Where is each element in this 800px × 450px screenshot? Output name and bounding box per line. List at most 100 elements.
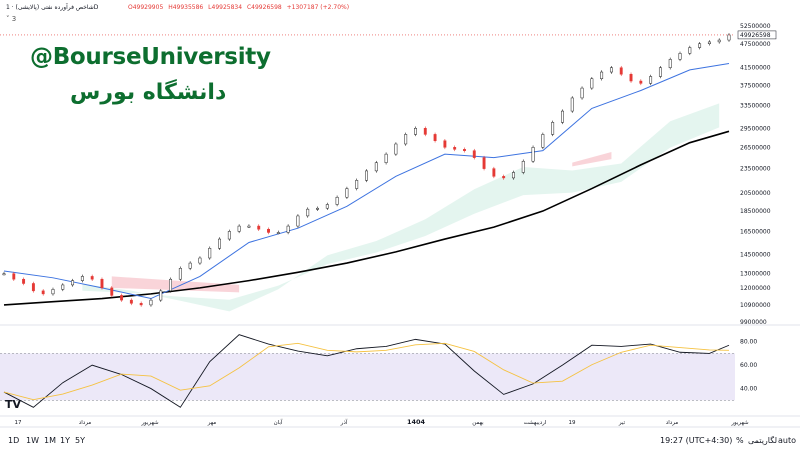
candle: [433, 134, 437, 141]
time-tick-label: 17: [15, 420, 22, 426]
candle: [668, 59, 672, 68]
price-tick-label: 52500000: [740, 23, 771, 30]
clock[interactable]: 19:27 (UTC+4:30): [660, 436, 733, 445]
candle: [71, 280, 75, 286]
candle: [286, 225, 290, 233]
candle: [237, 225, 241, 232]
candle: [365, 170, 368, 181]
rsi-line: [3, 334, 730, 408]
indicators-toggle[interactable]: ˅ 3: [6, 15, 17, 23]
watermark-name: دانشگاه بورس: [70, 80, 227, 105]
candle: [570, 97, 574, 112]
candle: [345, 188, 349, 198]
rsi-tick-label: 80.00: [740, 339, 757, 346]
candle: [31, 283, 35, 292]
candle: [276, 232, 280, 234]
symbol-title[interactable]: شاخص فرآورده نفتی (پالایشی) · 1D: [6, 4, 99, 11]
price-tick-label: 9900000: [740, 319, 767, 326]
candle: [335, 196, 339, 205]
candle: [590, 78, 594, 89]
candle: [169, 278, 173, 292]
candle: [100, 278, 104, 289]
last-price-badge: [737, 30, 777, 40]
log-toggle[interactable]: لگاریتمی: [748, 436, 778, 445]
candle: [208, 248, 212, 259]
price-tick-label: 23500000: [740, 166, 771, 173]
ichimoku-cloud-green: [82, 103, 720, 312]
time-tick-label: آبان: [274, 419, 283, 426]
change-value: +1307187 (+2.70%): [286, 4, 350, 11]
close-value: C49926598: [246, 4, 282, 11]
candle: [541, 134, 545, 148]
candle: [521, 160, 525, 173]
candle: [560, 110, 564, 123]
ichimoku-cloud-red-2: [572, 152, 612, 167]
candle: [159, 290, 163, 301]
candle: [41, 290, 45, 295]
tenkan-line: [3, 62, 730, 300]
candle: [492, 168, 496, 177]
timeframe-1y[interactable]: 1Y: [60, 436, 70, 445]
candle: [717, 39, 721, 43]
time-tick-label: 1404: [407, 418, 426, 426]
watermark: @BourseUniversity دانشگاه بورس: [30, 44, 271, 105]
time-tick-label: اردیبهشت: [524, 420, 547, 426]
candle: [218, 238, 221, 249]
candle: [551, 122, 555, 135]
candle: [325, 204, 329, 209]
time-tick-label: مهر: [207, 420, 217, 426]
candle: [658, 67, 662, 77]
candle: [414, 128, 417, 135]
candle: [188, 262, 192, 269]
candle: [698, 43, 702, 48]
candle: [580, 87, 584, 99]
candle: [727, 34, 731, 41]
time-tick-label: شهریور: [140, 420, 159, 426]
candle: [482, 157, 486, 169]
candle: [257, 225, 261, 230]
timeframe-5y[interactable]: 5Y: [75, 436, 85, 445]
candle: [619, 67, 623, 75]
price-tick-label: 41500000: [740, 65, 771, 72]
candle: [90, 276, 94, 280]
candle: [649, 76, 653, 84]
candle: [61, 284, 65, 290]
candle: [80, 276, 84, 281]
price-tick-label: 29500000: [740, 125, 771, 132]
candle: [149, 299, 153, 306]
sma-line: [3, 130, 730, 306]
price-tick-label: 16500000: [740, 228, 771, 235]
candle: [472, 150, 476, 158]
candle: [531, 147, 535, 162]
auto-toggle[interactable]: auto: [778, 436, 797, 445]
candle: [707, 41, 711, 45]
high-value: H49935586: [168, 4, 204, 11]
tradingview-logo-icon[interactable]: TV: [5, 398, 22, 411]
candle: [463, 149, 466, 151]
candle: [296, 215, 300, 227]
price-tick-label: 37500000: [740, 83, 771, 90]
timeframe-1m[interactable]: 1M: [44, 436, 56, 445]
timeframe-1w[interactable]: 1W: [26, 436, 39, 445]
candle: [139, 303, 143, 306]
candle: [12, 273, 16, 280]
price-tick-label: 20500000: [740, 190, 771, 197]
candle: [120, 295, 124, 301]
ohlc-readout: O49929905 H49935586 L49925834 C49926598 …: [128, 4, 352, 11]
timeframe-1d[interactable]: 1D: [8, 436, 20, 445]
candle: [178, 268, 182, 280]
candle: [129, 299, 133, 304]
candle: [267, 228, 270, 233]
candle: [629, 73, 633, 82]
percent-toggle[interactable]: %: [736, 436, 744, 445]
candle: [374, 162, 378, 172]
candle: [512, 172, 515, 179]
candle: [227, 231, 231, 240]
candle: [22, 278, 26, 284]
rsi-band: [0, 353, 735, 401]
rsi-tick-label: 40.00: [740, 386, 757, 393]
last-price-label: 49926598: [740, 32, 771, 39]
price-tick-label: 13000000: [740, 271, 771, 278]
time-tick-label: مرداد: [79, 420, 91, 426]
